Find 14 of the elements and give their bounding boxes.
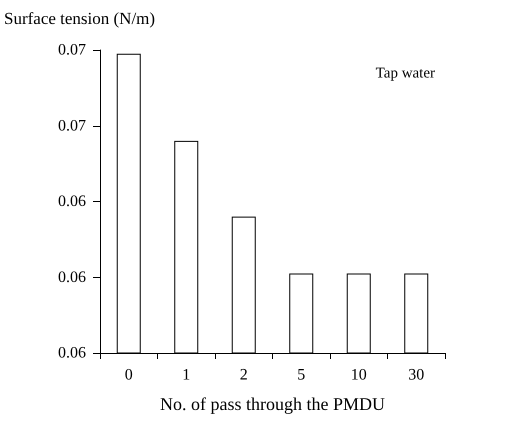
y-tick-label: 0.06 [58,344,86,362]
y-tick-label: 0.07 [58,117,86,134]
y-tick-label: 0.07 [58,42,86,58]
x-tick-label: 30 [408,366,424,384]
x-tick-label: 0 [124,366,133,384]
x-tick-label: 2 [240,366,248,384]
y-axis-title: Surface tension (N/m) [4,9,156,28]
x-tick-label: 10 [350,366,367,384]
x-axis-title: No. of pass through the PMDU [160,394,385,414]
y-tick-label: 0.06 [58,193,86,210]
y-tick-label: 0.06 [58,268,86,286]
x-tick-label: 5 [297,366,306,384]
x-tick-label: 1 [182,366,190,384]
annotation: Tap water [376,66,436,82]
